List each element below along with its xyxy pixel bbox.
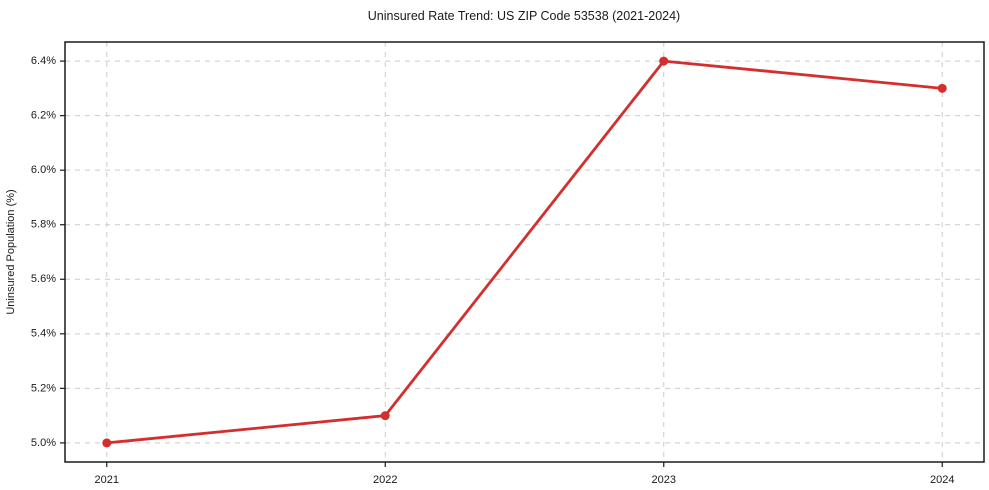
x-tick-label: 2023 <box>652 474 676 486</box>
data-point <box>102 438 112 448</box>
y-tick-label: 5.0% <box>31 437 56 449</box>
x-tick-label: 2024 <box>930 474 954 486</box>
y-axis-label: Uninsured Population (%) <box>5 189 17 314</box>
y-tick-label: 5.2% <box>31 382 56 394</box>
trend-line <box>105 59 944 445</box>
plot-area-frame <box>64 41 985 463</box>
y-tick-label: 6.0% <box>31 164 56 176</box>
data-point <box>659 56 669 66</box>
data-point <box>937 83 947 93</box>
y-tick-label: 5.4% <box>31 328 56 340</box>
x-tick-label: 2022 <box>373 474 397 486</box>
y-tick-label: 5.8% <box>31 219 56 231</box>
y-tick-label: 6.2% <box>31 110 56 122</box>
y-tick-label: 5.6% <box>31 273 56 285</box>
x-tick-label: 2021 <box>95 474 119 486</box>
chart-title: Uninsured Rate Trend: US ZIP Code 53538 … <box>368 9 680 23</box>
data-point <box>380 411 390 421</box>
y-tick-label: 6.4% <box>31 55 56 67</box>
plot-generated-content: 5.0% 5.2% 5.4% 5.6% 5.8% 6.0% 6.2% 6.4% 2021 2022… <box>31 42 984 486</box>
